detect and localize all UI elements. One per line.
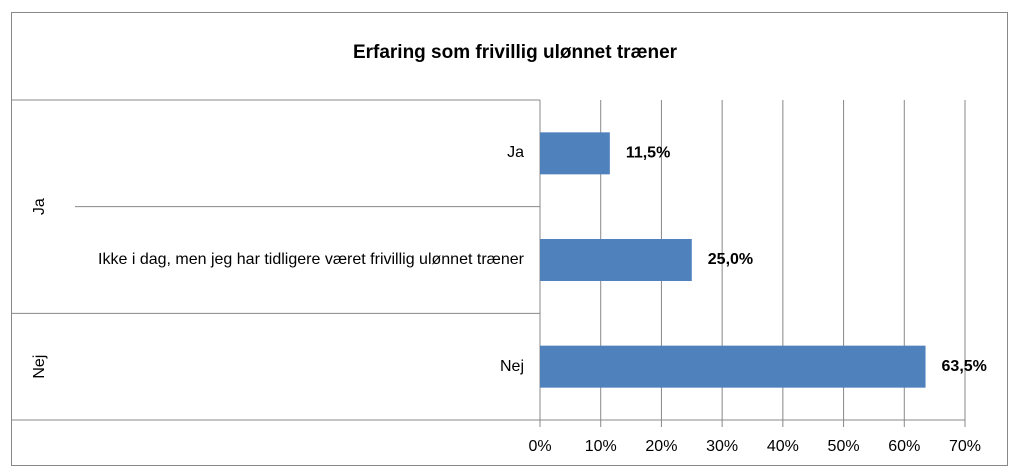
- x-tick-label: 0%: [528, 438, 551, 455]
- x-tick-label: 60%: [888, 438, 920, 455]
- x-tick-label: 10%: [585, 438, 617, 455]
- x-tick-label: 30%: [706, 438, 738, 455]
- group-label: Nej: [31, 355, 48, 379]
- bar: [540, 345, 926, 388]
- y-tick-label: Ja: [507, 144, 524, 162]
- y-tick-label: Ikke i dag, men jeg har tidligere været …: [98, 251, 524, 268]
- group-label: Ja: [31, 198, 48, 215]
- x-tick-label: 20%: [645, 438, 677, 455]
- data-label: 25,0%: [708, 251, 753, 268]
- chart-title: Erfaring som frivillig ulønnet træner: [353, 42, 678, 63]
- data-label: 63,5%: [942, 358, 987, 375]
- x-tick-label: 70%: [949, 438, 981, 455]
- x-tick-label: 40%: [767, 438, 799, 455]
- bar: [540, 239, 692, 281]
- bar: [540, 132, 610, 175]
- chart-border: [11, 12, 1008, 466]
- data-label: 11,5%: [626, 145, 670, 162]
- y-tick-label: Nej: [499, 357, 524, 375]
- x-tick-label: 50%: [828, 438, 860, 455]
